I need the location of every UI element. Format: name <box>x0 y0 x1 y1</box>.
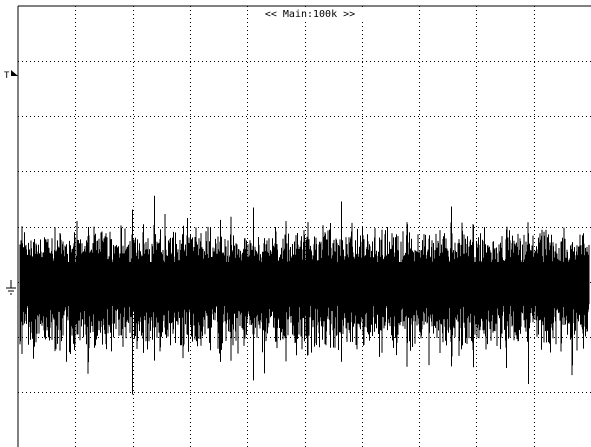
trigger-marker: T <box>4 70 18 81</box>
trigger-label: T <box>4 71 10 81</box>
trigger-arrow-icon <box>11 70 18 76</box>
timebase-title: << Main:100k >> <box>265 9 355 20</box>
ground-marker <box>6 280 16 295</box>
title-backdrop <box>255 7 365 19</box>
waveform-core-band <box>20 262 589 306</box>
waveform-trace <box>19 195 590 395</box>
grid-lines <box>18 6 591 447</box>
